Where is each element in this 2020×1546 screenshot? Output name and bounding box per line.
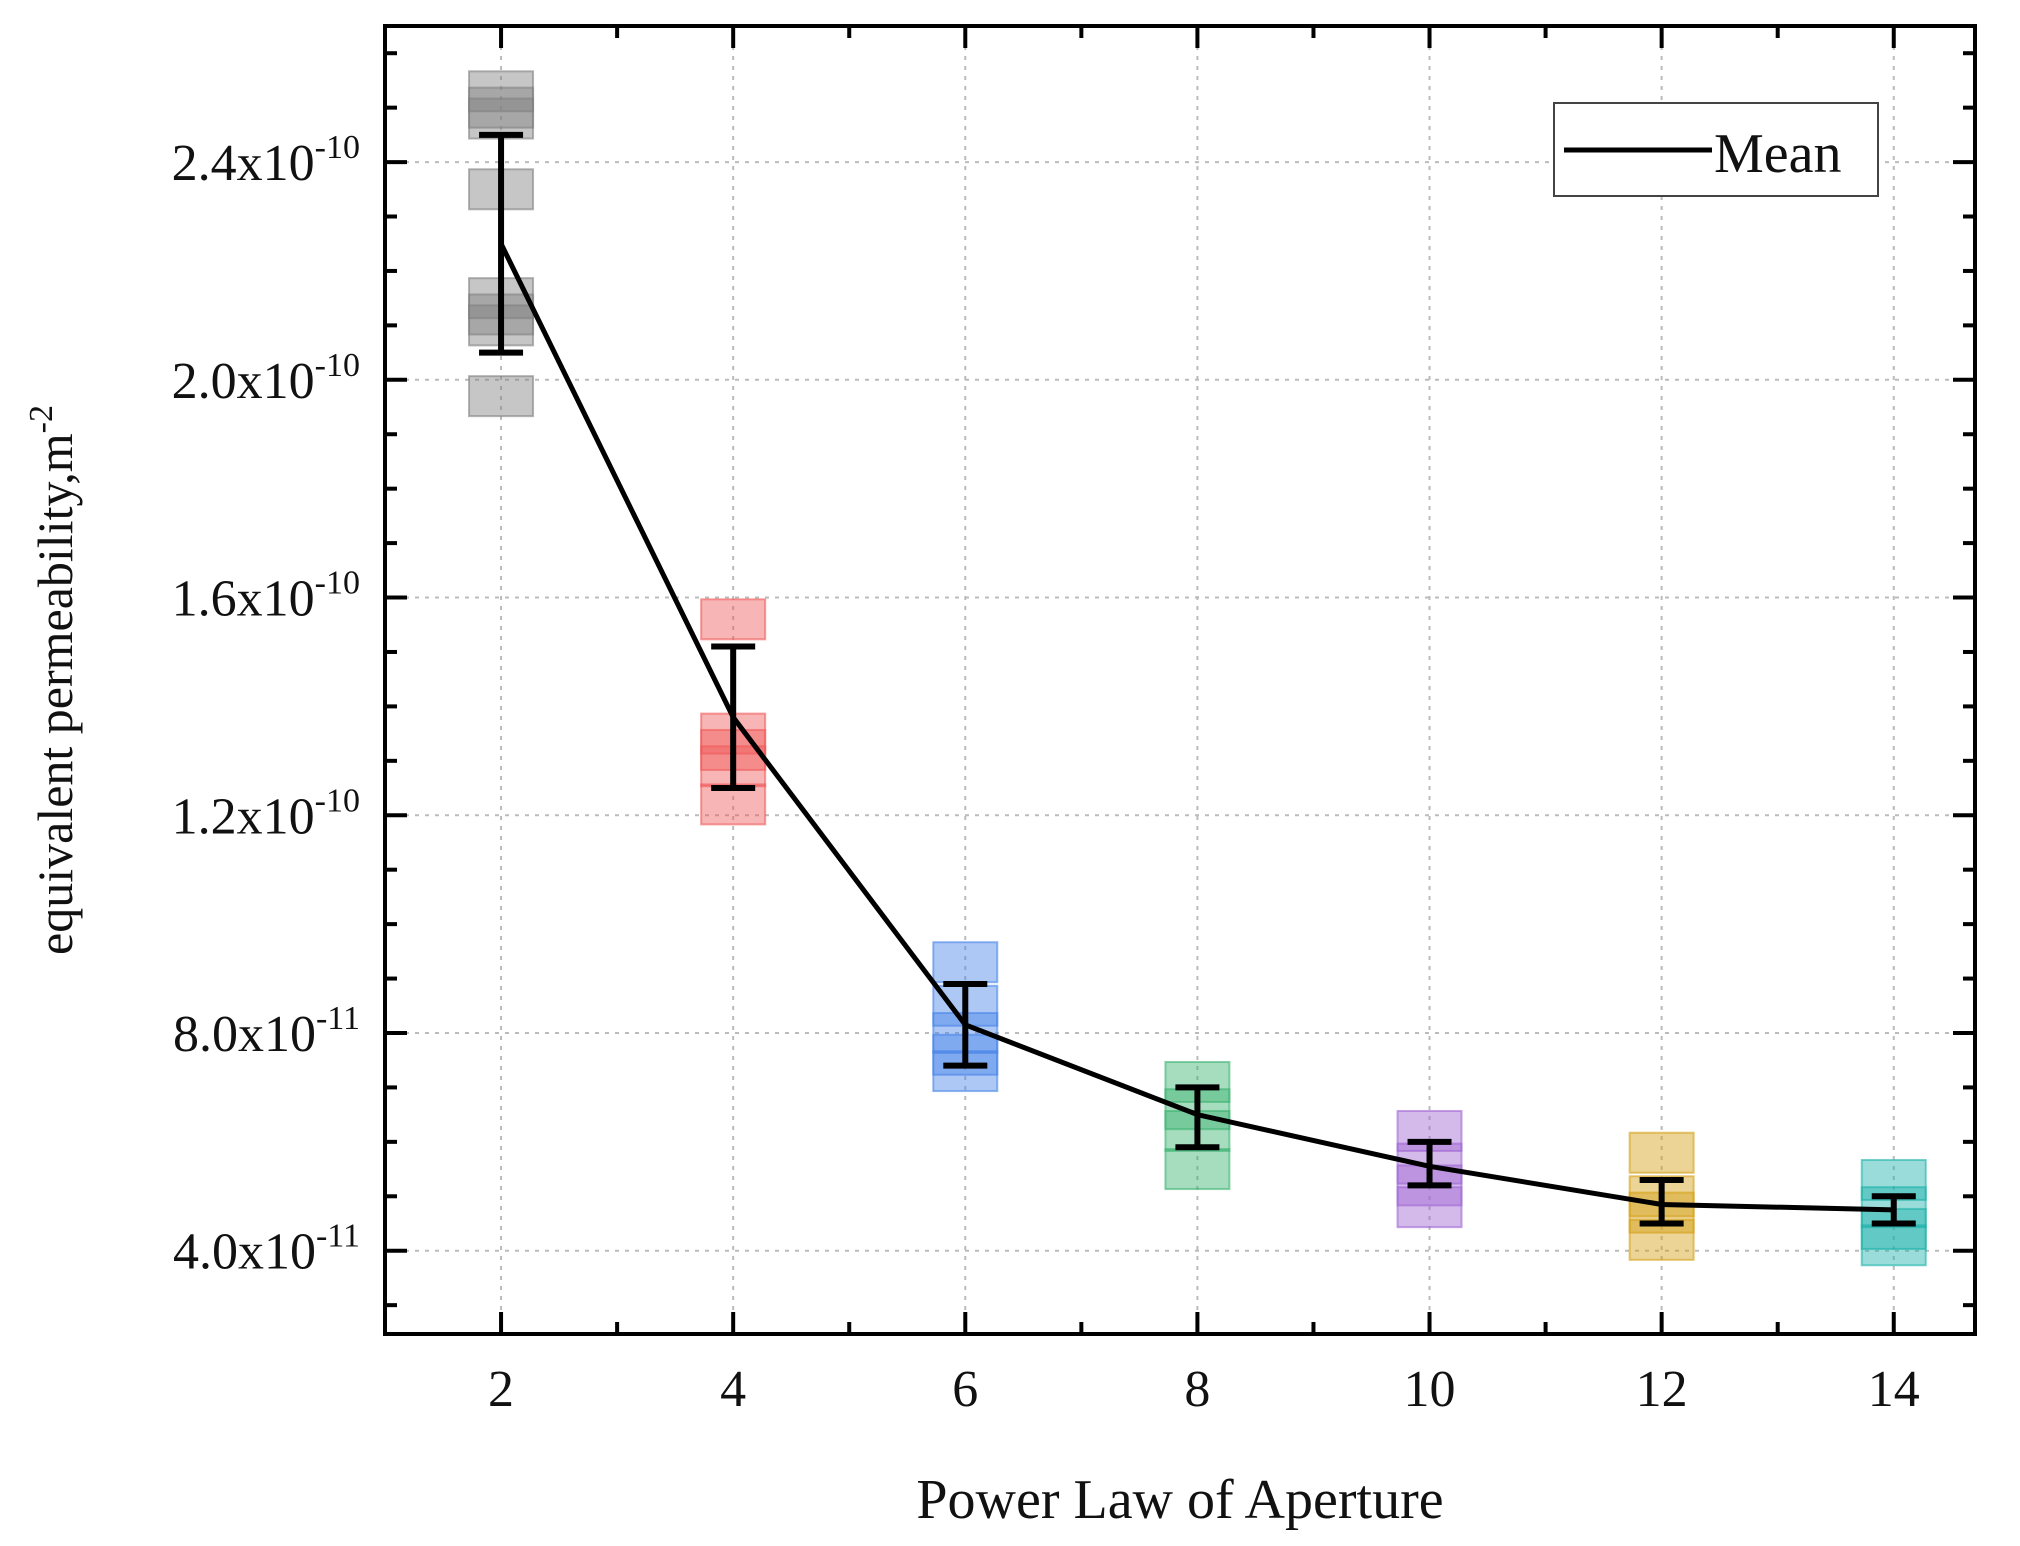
y-tick-label: 2.0x10-10	[172, 347, 360, 410]
x-tick-label: 8	[1184, 1361, 1210, 1418]
y-tick-label: 2.4x10-10	[172, 129, 360, 192]
y-tick-label: 1.2x10-10	[172, 782, 360, 845]
legend-entry-mean: Mean	[1714, 123, 1842, 185]
y-tick-label: 8.0x10-11	[173, 1000, 360, 1063]
plot-frame	[383, 24, 1977, 1336]
x-tick-label: 14	[1868, 1361, 1920, 1418]
x-axis-label: Power Law of Aperture	[916, 1469, 1443, 1531]
data-point-square	[1396, 1186, 1463, 1229]
x-tick-label: 12	[1636, 1361, 1688, 1418]
legend: Mean	[1553, 102, 1879, 197]
y-tick-label: 4.0x10-11	[173, 1218, 360, 1281]
data-point-square	[468, 70, 535, 113]
data-point-square	[700, 598, 767, 641]
y-tick-label: 1.6x10-10	[172, 565, 360, 628]
data-point-square	[1628, 1131, 1695, 1174]
x-tick-label: 4	[720, 1361, 746, 1418]
data-point-square	[1860, 1224, 1927, 1267]
x-tick-label: 6	[952, 1361, 978, 1418]
y-tick-labels: 4.0x10-11 8.0x10-11 1.2x10-10 1.6x10-10 2.0x…	[172, 129, 360, 1281]
x-tick-label: 10	[1404, 1361, 1456, 1418]
axis-ticks	[385, 26, 1975, 1334]
data-point-square	[932, 941, 999, 984]
x-tick-labels: 2 4 6 8 10 12 14	[488, 1361, 1920, 1418]
mean-series	[479, 131, 1916, 1227]
data-point-square	[1164, 1148, 1231, 1191]
x-tick-label: 2	[488, 1361, 514, 1418]
y-axis-label: equivalent permeability,m-2	[23, 405, 83, 955]
data-point-square	[468, 375, 535, 418]
